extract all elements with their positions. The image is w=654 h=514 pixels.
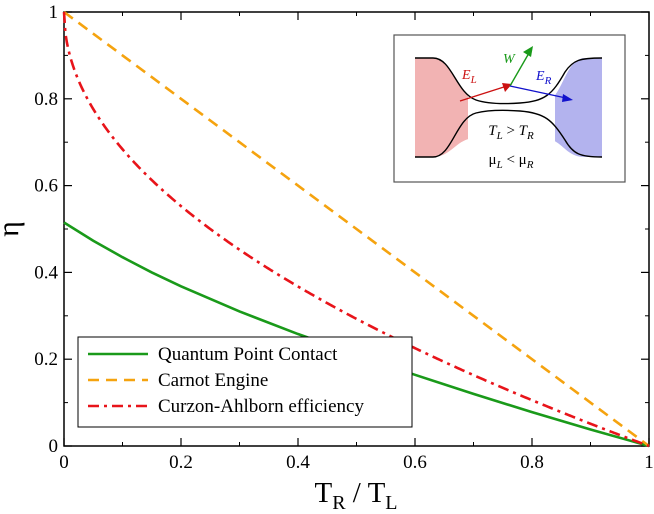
- y-tick-label: 1: [49, 2, 59, 23]
- y-axis-label: η: [0, 221, 25, 237]
- w-arrow: [509, 52, 530, 87]
- temperature-relation: TL > TR: [488, 123, 534, 142]
- el-arrowhead: [502, 83, 512, 92]
- right-reservoir: [555, 58, 602, 157]
- x-label-sub-l: L: [385, 492, 397, 514]
- chemical-potential-relation: μL < μR: [489, 152, 534, 171]
- el-label: EL: [461, 68, 477, 86]
- el-arrow: [459, 85, 508, 102]
- left-reservoir: [415, 58, 468, 157]
- er-label: ER: [535, 69, 552, 87]
- w-arrowhead: [523, 46, 533, 57]
- y-tick-label: 0.4: [34, 262, 58, 283]
- x-tick-label: 0.6: [403, 452, 427, 473]
- x-label-slash: / T: [346, 477, 386, 509]
- er-arrowhead: [562, 94, 573, 102]
- legend-frame: [77, 336, 413, 428]
- axis-ticks: 0 0.2 0.4 0.6 0.8 1 0 0.2 0.4 0.6 0.8 1: [34, 2, 654, 473]
- data-series: [62, 10, 650, 448]
- series-line-carnot-engine: [63, 10, 650, 448]
- x-tick-label: 0.2: [169, 452, 193, 473]
- legend-label: Curzon-Ahlborn efficiency: [158, 396, 364, 417]
- legend-label: Quantum Point Contact: [158, 344, 338, 365]
- constriction-bottom-edge: [415, 109, 603, 158]
- x-axis-label: TR / TL: [314, 477, 397, 514]
- w-label: W: [503, 52, 516, 67]
- legend: Quantum Point Contact Carnot Engine Curzon…: [77, 336, 413, 428]
- series-line-quantum-point-contact: [63, 221, 650, 448]
- er-arrow: [509, 85, 567, 99]
- x-tick-label: 0: [59, 452, 69, 473]
- y-tick-label: 0: [49, 436, 59, 457]
- x-label-main: T: [314, 477, 332, 509]
- legend-label: Carnot Engine: [158, 370, 268, 391]
- x-tick-label: 1: [644, 452, 654, 473]
- constriction-top-edge: [415, 57, 603, 105]
- x-label-sub-r: R: [332, 492, 346, 514]
- x-tick-label: 0.8: [520, 452, 544, 473]
- y-tick-label: 0.2: [34, 349, 58, 370]
- series-line-curzon-ahlborn-efficiency: [62, 11, 650, 448]
- inset-schematic: EL W ER TL > TR μL < μR: [393, 34, 626, 183]
- y-tick-label: 0.6: [34, 176, 58, 197]
- x-tick-label: 0.4: [286, 452, 310, 473]
- y-tick-label: 0.8: [34, 89, 58, 110]
